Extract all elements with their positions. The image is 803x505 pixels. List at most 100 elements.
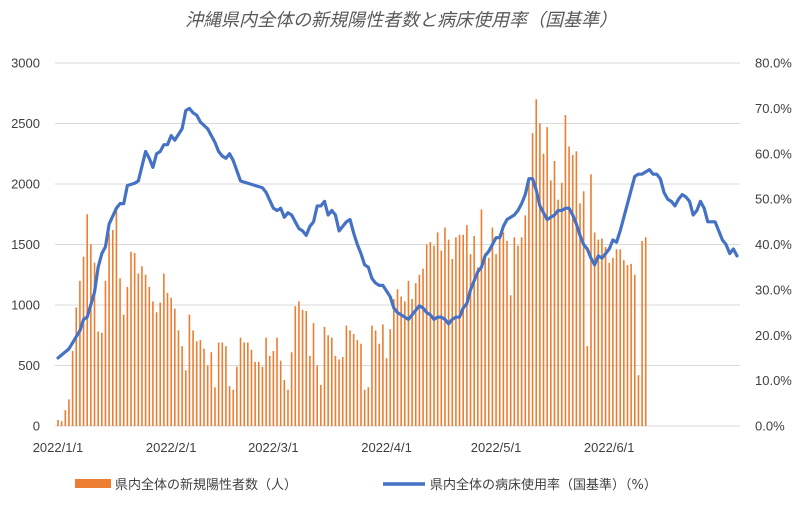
bar xyxy=(111,229,114,426)
bar xyxy=(184,370,187,426)
y-left-tick-label: 0 xyxy=(33,419,40,434)
bar xyxy=(630,263,632,426)
bar xyxy=(644,237,647,426)
bar xyxy=(436,232,439,426)
bar xyxy=(393,298,395,426)
bar xyxy=(495,254,497,426)
bar xyxy=(575,151,578,426)
line-series xyxy=(56,106,739,360)
bar xyxy=(305,311,308,426)
y-right-tick-label: 60.0% xyxy=(755,146,792,161)
bar xyxy=(290,352,293,426)
bar xyxy=(378,343,381,426)
bar xyxy=(502,232,505,426)
legend-line-label: 県内全体の病床使用率（国基準）（%） xyxy=(430,477,657,493)
bar xyxy=(60,421,63,426)
bar xyxy=(633,274,636,426)
bar xyxy=(279,360,282,426)
bar xyxy=(455,237,457,426)
bar xyxy=(619,249,621,426)
bar xyxy=(68,399,70,426)
bar xyxy=(451,259,454,426)
y-right-tick-label: 80.0% xyxy=(755,56,792,71)
bar xyxy=(268,355,271,426)
bar xyxy=(553,161,556,426)
bar xyxy=(528,177,530,426)
bar xyxy=(101,332,103,426)
bar xyxy=(316,365,318,426)
bar xyxy=(133,252,136,426)
bar xyxy=(608,262,611,426)
bar xyxy=(338,359,340,426)
bar xyxy=(104,280,107,426)
bar xyxy=(560,182,563,426)
bar xyxy=(382,324,384,426)
bar xyxy=(491,227,494,426)
bar xyxy=(301,309,304,426)
bar xyxy=(276,337,278,426)
bar xyxy=(236,366,238,426)
bar xyxy=(520,237,523,426)
bar xyxy=(550,180,552,426)
bar xyxy=(440,250,443,426)
bar xyxy=(203,348,205,426)
bar xyxy=(155,312,158,426)
bar xyxy=(637,375,640,426)
bar xyxy=(115,205,118,426)
bar xyxy=(473,236,475,426)
y-right-tick-label: 70.0% xyxy=(755,101,792,116)
bar xyxy=(411,298,413,426)
y-left-tick-label: 3000 xyxy=(11,56,40,71)
x-tick-label: 2022/1/1 xyxy=(33,440,84,455)
y-right-tick-label: 20.0% xyxy=(755,328,792,343)
bar xyxy=(396,289,399,426)
bar xyxy=(97,331,99,426)
legend-bar-swatch xyxy=(75,479,111,488)
y-right-tick-label: 40.0% xyxy=(755,237,792,252)
bar xyxy=(462,234,465,426)
bar xyxy=(283,380,286,426)
bar xyxy=(323,326,326,426)
bar xyxy=(542,153,545,426)
bar xyxy=(568,146,570,427)
line-path xyxy=(56,106,739,360)
bar xyxy=(487,257,490,426)
bar xyxy=(593,232,596,426)
bar xyxy=(360,343,362,426)
bar xyxy=(272,350,275,426)
bar xyxy=(144,274,147,426)
bar xyxy=(320,384,322,426)
bar xyxy=(601,238,603,426)
bar xyxy=(531,133,534,426)
bar xyxy=(298,301,300,426)
bar xyxy=(363,389,366,426)
bar xyxy=(557,199,559,426)
bar xyxy=(82,256,85,426)
y-right-tick-label: 10.0% xyxy=(755,373,792,388)
bar xyxy=(517,245,519,426)
bar xyxy=(586,346,589,426)
bar xyxy=(422,268,424,426)
bar xyxy=(195,341,198,426)
bar xyxy=(217,342,220,426)
bar xyxy=(429,242,432,426)
bar xyxy=(480,209,483,426)
bar xyxy=(225,346,227,426)
bar xyxy=(93,262,96,426)
bar xyxy=(367,387,370,426)
bar xyxy=(188,314,191,426)
bar xyxy=(509,295,512,426)
bar xyxy=(137,273,140,426)
bar xyxy=(571,154,574,426)
bar xyxy=(612,257,614,426)
bar xyxy=(159,302,162,426)
bar xyxy=(407,280,410,426)
bar xyxy=(119,278,121,426)
bar xyxy=(210,352,213,426)
x-tick-label: 2022/3/1 xyxy=(248,440,299,455)
bar xyxy=(615,249,618,426)
bar xyxy=(444,227,446,426)
bar xyxy=(228,386,231,426)
bar xyxy=(148,286,151,426)
